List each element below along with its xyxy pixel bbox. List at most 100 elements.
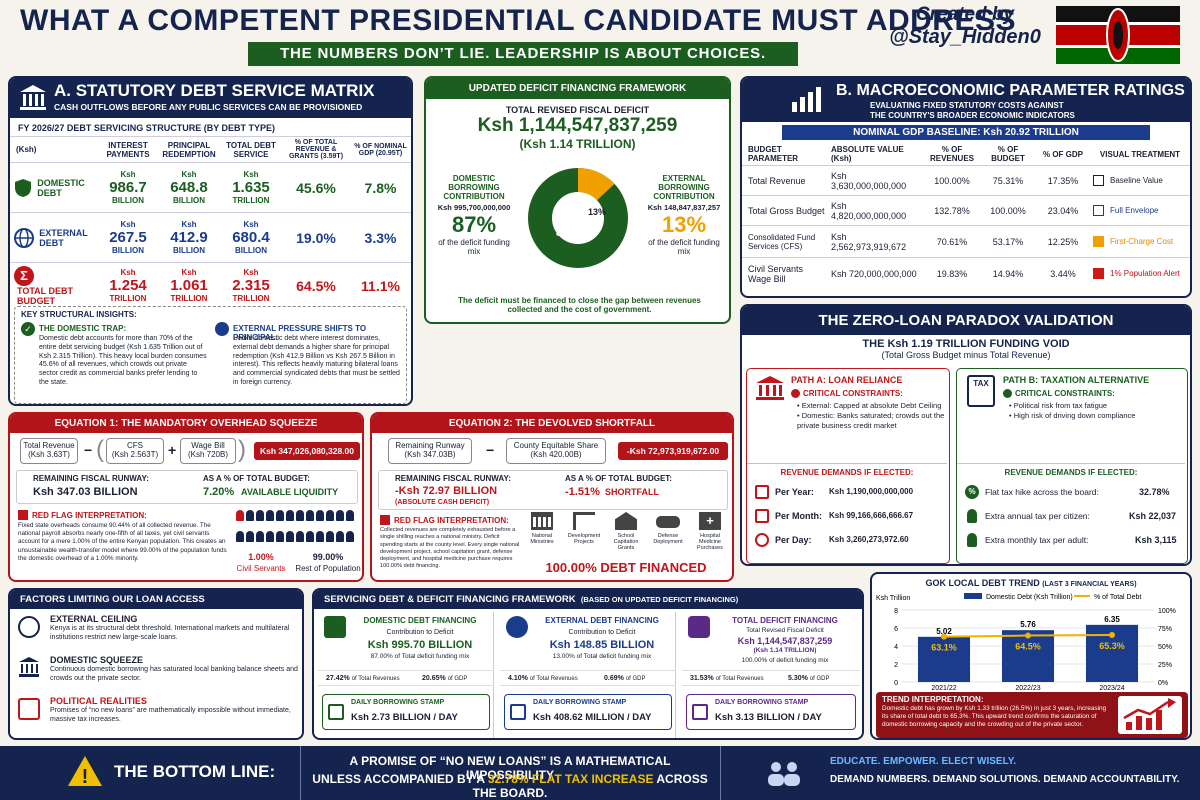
section-a-subtitle: CASH OUTFLOWS BEFORE ANY PUBLIC SERVICES…	[54, 102, 363, 112]
flag-icon	[380, 515, 390, 525]
macro-table: BUDGET PARAMETER ABSOLUTE VALUE (Ksh) % …	[742, 143, 1190, 290]
calendar-icon	[755, 509, 769, 523]
tax-document-icon: TAX	[967, 375, 995, 407]
development-icon: Development Projects	[564, 512, 604, 556]
handshake-icon	[688, 616, 710, 638]
y2-tick-label: 50%	[1158, 644, 1172, 651]
kenya-flag-icon	[1056, 6, 1180, 64]
section-a-title: A. STATUTORY DEBT SERVICE MATRIX	[54, 81, 375, 100]
servicing-framework: SERVICING DEBT & DEFICIT FINANCING FRAME…	[312, 588, 864, 740]
y2-tick-label: 100%	[1158, 608, 1176, 615]
calendar-icon	[510, 704, 526, 720]
person-icon	[967, 509, 977, 523]
y-axis-label: Ksh Trillion	[876, 595, 910, 602]
trend-interpretation: TREND INTERPRETATION: Domestic debt has …	[876, 692, 1188, 738]
y-tick-label: 8	[894, 608, 898, 615]
globe-icon	[18, 616, 40, 638]
school-icon: School Capitation Grants	[606, 512, 646, 556]
matrix-table-title: FY 2026/27 DEBT SERVICING STRUCTURE (BY …	[10, 118, 411, 137]
calendar-icon	[755, 485, 769, 499]
y2-tick-label: 0%	[1158, 680, 1168, 687]
population-icon-grid	[236, 510, 360, 550]
creator-handle: @Stay_Hidden0	[889, 26, 1041, 48]
y-tick-label: 6	[894, 626, 898, 633]
table-header-row: BUDGET PARAMETER ABSOLUTE VALUE (Ksh) % …	[742, 143, 1190, 166]
check-icon: ✓	[21, 322, 35, 336]
y-tick-label: 2	[894, 662, 898, 669]
table-row: EXTERNAL DEBT Ksh 267.5 BILLION Ksh 412.9 BIL…	[10, 213, 411, 263]
table-row: Civil Servants Wage Bill Ksh 720,000,000…	[748, 263, 1180, 284]
donut-label-external: 13%	[588, 207, 606, 217]
zero-loan-paradox: THE ZERO-LOAN PARADOX VALIDATION THE Ksh…	[740, 304, 1192, 566]
y2-tick-label: 25%	[1158, 662, 1172, 669]
line-value-label: 63.1%	[931, 643, 957, 653]
deficit-donut-chart: 87% 13%	[528, 168, 628, 268]
legend-label-line: % of Total Debt	[1094, 594, 1141, 601]
line-point	[1109, 631, 1115, 638]
legend-swatch-bars	[964, 593, 982, 599]
podium-icon	[18, 698, 40, 720]
bar-domestic-debt	[1001, 630, 1055, 682]
daily-stamp-external: DAILY BORROWING STAMP Ksh 408.62 MILLION…	[504, 694, 672, 730]
page-title: WHAT A COMPETENT PRESIDENTIAL CANDIDATE …	[20, 4, 1017, 37]
legend-label-bars: Domestic Debt (Ksh Trillion)	[986, 594, 1073, 601]
swatch-full-envelope	[1093, 205, 1104, 217]
swatch-population-alert	[1093, 268, 1104, 280]
hospital-icon: + Hospital Medicine Purchases	[697, 512, 723, 551]
warning-icon	[791, 389, 800, 398]
header: WHAT A COMPETENT PRESIDENTIAL CANDIDATE …	[0, 0, 1200, 70]
percent-icon: %	[965, 485, 979, 499]
line-point	[1025, 632, 1031, 639]
chart-growth-icon	[790, 84, 824, 114]
calendar-icon	[328, 704, 344, 720]
bar-value-label: 6.35	[1104, 615, 1120, 624]
person-icon	[967, 533, 977, 547]
sigma-icon: Σ	[14, 265, 34, 286]
warning-icon	[1003, 389, 1012, 398]
clock-icon	[755, 533, 769, 547]
ministry-icon: National Ministries	[522, 512, 562, 556]
donut-slice-external	[528, 168, 628, 268]
bank-icon	[324, 616, 346, 638]
path-b: TAX PATH B: TAXATION ALTERNATIVE CRITICA…	[956, 368, 1188, 564]
bar-value-label: 5.76	[1020, 620, 1036, 629]
deficit-framework: UPDATED DEFICIT FINANCING FRAMEWORK TOTA…	[424, 76, 731, 324]
macro-ratings: B. MACROECONOMIC PARAMETER RATINGS EVALU…	[740, 76, 1192, 298]
path-a: PATH A: LOAN RELIANCE CRITICAL CONSTRAIN…	[746, 368, 950, 564]
warning-icon: !	[66, 754, 104, 788]
servicing-col-external: EXTERNAL DEBT FINANCING Contribution to …	[500, 612, 676, 738]
y-tick-label: 0	[894, 680, 898, 687]
equation-2: EQUATION 2: THE DEVOLVED SHORTFALL Remai…	[370, 412, 734, 582]
globe-icon	[506, 616, 528, 638]
bank-icon	[18, 656, 40, 678]
line-value-label: 64.5%	[1015, 642, 1041, 652]
shield-icon	[14, 178, 32, 198]
y-tick-label: 4	[894, 644, 898, 651]
table-row: Total Revenue Ksh 3,630,000,000,000 100.…	[742, 166, 1190, 196]
calendar-icon	[692, 704, 708, 720]
line-value-label: 65.3%	[1099, 641, 1125, 651]
factors-limiting: FACTORS LIMITING OUR LOAN ACCESS EXTERNA…	[8, 588, 304, 740]
x-tick-label: 2022/23	[1015, 685, 1040, 690]
globe-icon	[14, 227, 34, 248]
table-row: DOMESTIC DEBT Ksh 986.7 BILLION Ksh 648.8 BIL…	[10, 163, 411, 213]
svg-text:!: !	[82, 766, 89, 788]
trend-up-icon	[1118, 696, 1182, 734]
bank-icon	[18, 83, 48, 113]
x-tick-label: 2023/24	[1099, 685, 1124, 690]
debt-service-matrix: A. STATUTORY DEBT SERVICE MATRIX CASH OU…	[8, 76, 413, 406]
bar-value-label: 5.02	[936, 627, 952, 636]
table-row: Total Gross Budget Ksh 4,820,000,000,000…	[742, 196, 1190, 226]
bottom-line-bar: ! THE BOTTOM LINE: A PROMISE OF “NO NEW …	[0, 746, 1200, 800]
line-point	[941, 633, 947, 640]
x-tick-label: 2021/22	[931, 685, 956, 690]
tank-icon: Defense Deployment	[648, 512, 688, 556]
swatch-baseline	[1093, 175, 1104, 187]
trend-svg: Ksh Trillion Domestic Debt (Ksh Trillion)…	[876, 593, 1176, 690]
key-insights: KEY STRUCTURAL INSIGHTS: ✓ THE DOMESTIC …	[14, 306, 407, 404]
table-row: Σ TOTAL DEBT BUDGET Ksh 1.254 TRILLION Ksh 1…	[10, 263, 411, 309]
created-label: Created by	[915, 4, 1015, 25]
equation-1: EQUATION 1: THE MANDATORY OVERHEAD SQUEE…	[8, 412, 364, 582]
table-header-row: (Ksh) INTEREST PAYMENTS PRINCIPAL REDEMP…	[10, 137, 411, 163]
donut-label-domestic: 87%	[556, 228, 576, 239]
